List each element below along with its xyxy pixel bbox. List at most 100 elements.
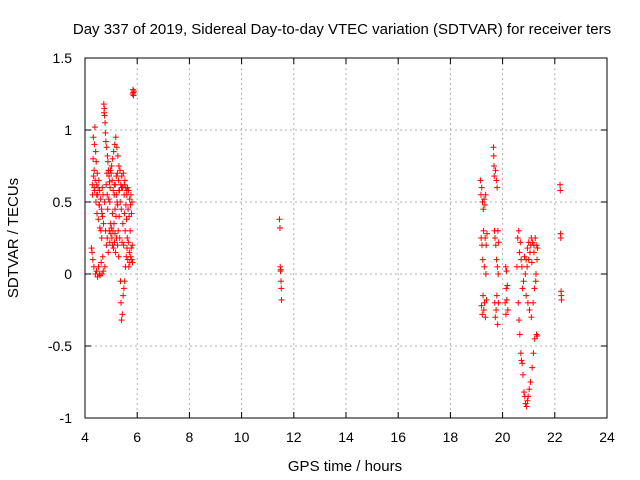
data-point xyxy=(277,268,284,275)
data-point xyxy=(127,191,134,198)
data-point xyxy=(493,177,500,184)
data-point xyxy=(114,242,121,249)
data-point xyxy=(493,307,500,313)
data-point xyxy=(493,256,500,263)
data-point xyxy=(88,245,95,252)
data-point xyxy=(480,227,487,234)
data-point xyxy=(110,187,117,194)
data-point xyxy=(105,249,112,256)
data-point xyxy=(528,259,535,266)
chart-title: Day 337 of 2019, Sidereal Day-to-day VTE… xyxy=(73,21,611,38)
data-point xyxy=(125,239,132,246)
data-point xyxy=(518,263,525,270)
data-point xyxy=(115,187,122,194)
x-tick-label: 18 xyxy=(443,429,459,445)
x-tick-label: 22 xyxy=(547,429,563,445)
data-point xyxy=(481,196,488,203)
data-point xyxy=(112,134,119,141)
data-point xyxy=(530,350,537,357)
data-point xyxy=(89,256,96,263)
x-tick-label: 10 xyxy=(234,429,250,445)
axes: 4 6 8 10 12 14 16 18 20 22 24 -1 -0.5 0 0.5 1 1.5 xyxy=(48,50,615,445)
data-point xyxy=(494,321,501,328)
data-point xyxy=(519,285,526,292)
data-point xyxy=(108,163,115,169)
data-point xyxy=(533,271,540,277)
data-point xyxy=(101,105,108,112)
data-point xyxy=(503,268,510,275)
data-point xyxy=(494,263,501,270)
data-point xyxy=(128,199,135,205)
x-tick-label: 24 xyxy=(599,429,615,445)
data-point xyxy=(129,259,136,266)
data-point xyxy=(115,163,122,169)
data-point xyxy=(114,152,121,159)
data-point xyxy=(90,134,97,141)
data-point xyxy=(482,235,489,241)
data-point xyxy=(504,282,511,289)
data-point xyxy=(478,184,485,191)
data-point xyxy=(104,158,111,165)
data-point xyxy=(114,201,121,208)
x-tick-label: 4 xyxy=(81,429,89,445)
data-point xyxy=(502,263,509,270)
data-point xyxy=(514,235,521,241)
data-point xyxy=(490,144,497,151)
data-point xyxy=(96,187,103,194)
data-point xyxy=(524,397,531,404)
data-point xyxy=(118,206,125,213)
data-point xyxy=(93,158,100,165)
grid-lines xyxy=(85,58,607,418)
data-point xyxy=(482,314,489,321)
data-point xyxy=(490,163,497,169)
data-point xyxy=(531,285,538,292)
data-point xyxy=(104,206,111,213)
data-point xyxy=(109,177,116,184)
data-point xyxy=(482,191,489,198)
y-tick-label: -0.5 xyxy=(48,338,72,354)
data-point xyxy=(112,206,119,213)
data-point xyxy=(102,129,109,136)
data-point xyxy=(115,253,122,260)
data-point xyxy=(113,191,120,198)
data-point xyxy=(111,239,118,246)
y-tick-label: -1 xyxy=(60,410,73,426)
data-point xyxy=(494,227,501,234)
data-point xyxy=(557,235,564,241)
data-point xyxy=(90,173,97,180)
x-tick-label: 14 xyxy=(338,429,354,445)
data-point xyxy=(523,403,530,410)
data-point xyxy=(96,201,103,208)
data-point xyxy=(92,199,99,205)
data-point xyxy=(106,178,113,185)
data-point xyxy=(99,253,106,260)
data-point xyxy=(115,227,122,234)
data-point xyxy=(524,263,531,270)
data-point xyxy=(130,88,137,95)
data-point xyxy=(113,144,120,151)
data-point xyxy=(93,181,100,188)
data-point xyxy=(95,263,102,270)
data-point xyxy=(97,196,104,203)
data-point xyxy=(524,299,531,306)
data-point xyxy=(480,307,487,313)
data-point xyxy=(103,242,110,249)
data-point xyxy=(480,206,487,213)
data-point xyxy=(104,152,111,159)
data-point xyxy=(98,206,105,213)
data-point xyxy=(121,210,128,217)
data-point xyxy=(557,181,564,188)
data-point xyxy=(524,245,531,252)
data-point xyxy=(116,167,123,174)
data-point xyxy=(278,278,285,285)
data-point xyxy=(110,220,117,227)
data-point xyxy=(526,386,533,393)
data-point xyxy=(118,184,125,191)
data-point xyxy=(123,187,130,194)
data-point xyxy=(124,184,131,191)
data-point xyxy=(483,230,490,237)
data-point xyxy=(530,249,537,256)
data-point xyxy=(493,292,500,299)
data-point xyxy=(90,155,97,162)
x-tick-label: 12 xyxy=(286,429,302,445)
